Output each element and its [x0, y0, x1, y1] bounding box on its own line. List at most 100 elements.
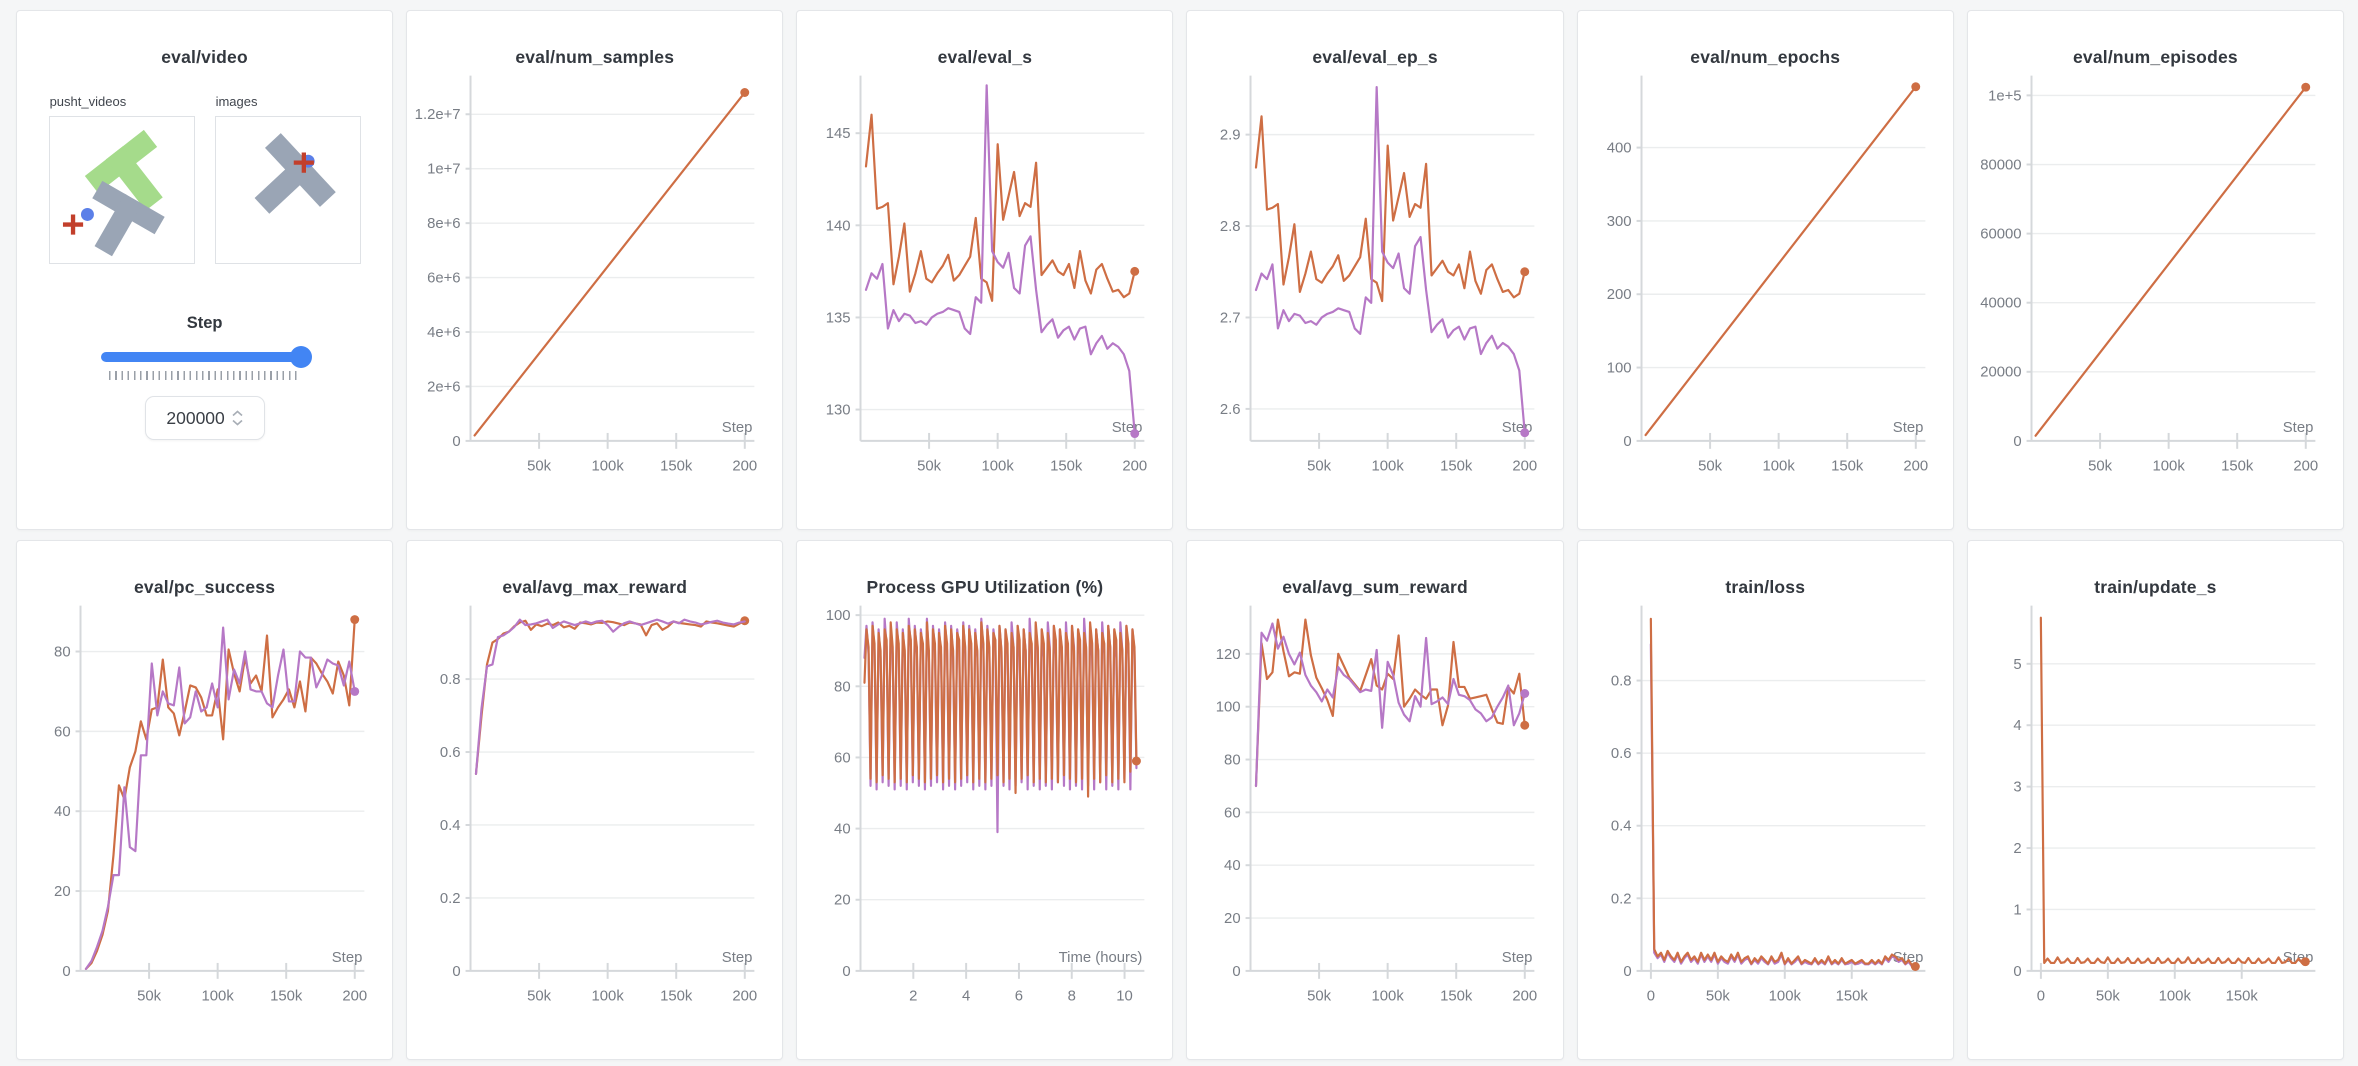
svg-text:60: 60 — [54, 724, 71, 740]
svg-text:80: 80 — [1225, 753, 1242, 769]
svg-text:40: 40 — [54, 804, 71, 820]
svg-text:50k: 50k — [1698, 459, 1723, 475]
svg-text:20: 20 — [834, 893, 851, 909]
svg-text:20: 20 — [54, 884, 71, 900]
panel-eval-avg-sum-reward: eval/avg_sum_reward 0 20 40 60 80 100 120 50k 10… — [1186, 540, 1564, 1060]
chart-train-loss[interactable]: 0 0.2 0.4 0.6 0.8 0 50k 100k 150k Step — [1578, 598, 1953, 1055]
chart-eval-avg-max-reward[interactable]: 0 0.2 0.4 0.6 0.8 50k 100k 150k 200 Step — [407, 598, 782, 1055]
svg-text:100k: 100k — [1372, 459, 1405, 475]
svg-text:0.4: 0.4 — [440, 818, 461, 834]
panel-train-update-s: train/update_s 0 1 2 3 4 5 0 50k 100k 150k Step — [1966, 540, 2344, 1060]
video-label: images — [215, 94, 258, 109]
svg-text:1: 1 — [2013, 902, 2021, 918]
svg-text:0: 0 — [452, 434, 460, 450]
svg-text:150k: 150k — [270, 989, 303, 1005]
svg-text:6e+6: 6e+6 — [427, 271, 461, 287]
chart-gpu-utilization[interactable]: 0 20 40 60 80 100 2 4 6 8 10 Time (hours) — [797, 598, 1172, 1055]
video-thumb-pusht: pusht_videos — [48, 94, 195, 264]
svg-text:0.8: 0.8 — [1611, 674, 1632, 690]
svg-text:100k: 100k — [1762, 459, 1795, 475]
svg-text:2.9: 2.9 — [1220, 128, 1241, 144]
chevron-up-icon[interactable] — [232, 410, 243, 417]
svg-text:200: 200 — [1123, 459, 1148, 475]
panel-gpu-utilization: Process GPU Utilization (%) 0 20 40 60 80 100… — [796, 540, 1174, 1060]
chart-eval-avg-sum-reward[interactable]: 0 20 40 60 80 100 120 50k 100k 150k 200 Step — [1187, 598, 1562, 1055]
svg-text:2: 2 — [910, 989, 918, 1005]
panel-grid: eval/video pusht_videos — [16, 10, 2344, 1060]
step-input-value[interactable]: 200000 — [166, 407, 225, 428]
video-preview-images[interactable] — [214, 116, 361, 264]
step-slider[interactable] — [100, 346, 312, 368]
chart-eval-num-samples[interactable]: 0 2e+6 4e+6 6e+6 8e+6 1e+7 1.2e+7 50k 100k 150k 20… — [407, 68, 782, 525]
svg-text:200: 200 — [1513, 459, 1538, 475]
svg-text:100k: 100k — [2158, 989, 2191, 1005]
svg-text:150k: 150k — [2225, 989, 2258, 1005]
panel-train-loss: train/loss 0 0.2 0.4 0.6 0.8 0 50k 100k 150k Step — [1576, 540, 1954, 1060]
svg-text:50k: 50k — [527, 989, 552, 1005]
svg-text:140: 140 — [826, 218, 851, 234]
svg-text:4: 4 — [962, 989, 970, 1005]
svg-text:150k: 150k — [1050, 459, 1083, 475]
svg-text:80: 80 — [54, 644, 71, 660]
panel-title: Process GPU Utilization (%) — [866, 577, 1104, 597]
step-slider-handle[interactable] — [289, 346, 312, 368]
chart-train-update-s[interactable]: 0 1 2 3 4 5 0 50k 100k 150k Step — [1968, 598, 2343, 1055]
svg-text:0: 0 — [843, 964, 851, 980]
svg-text:0: 0 — [2037, 989, 2045, 1005]
svg-text:10: 10 — [1117, 989, 1134, 1005]
svg-text:0: 0 — [62, 964, 70, 980]
svg-text:100k: 100k — [592, 459, 625, 475]
chart-eval-eval-s[interactable]: 130 135 140 145 50k 100k 150k 200 Step — [797, 68, 1172, 525]
video-thumb-images: images — [214, 94, 361, 264]
gray-t-shape — [91, 180, 165, 257]
svg-text:145: 145 — [826, 126, 851, 142]
svg-text:1.2e+7: 1.2e+7 — [415, 107, 461, 123]
panel-title: train/update_s — [2094, 577, 2217, 597]
video-thumbnails: pusht_videos — [17, 94, 392, 264]
svg-text:40: 40 — [1225, 858, 1242, 874]
svg-text:100k: 100k — [1768, 989, 1801, 1005]
svg-text:2: 2 — [2013, 841, 2021, 857]
svg-text:6: 6 — [1015, 989, 1023, 1005]
svg-text:150k: 150k — [660, 989, 693, 1005]
chevron-down-icon[interactable] — [232, 419, 243, 426]
svg-text:3: 3 — [2013, 780, 2021, 796]
svg-text:150k: 150k — [1441, 989, 1474, 1005]
chart-eval-pc-success[interactable]: 0 20 40 60 80 50k 100k 150k 200 Step — [17, 598, 392, 1055]
pusht-scene-image — [62, 129, 165, 257]
images-scene-image — [254, 133, 336, 214]
chart-eval-num-epochs[interactable]: 0 100 200 300 400 50k 100k 150k 200 Step — [1578, 68, 1953, 525]
svg-text:150k: 150k — [2221, 459, 2254, 475]
svg-text:60: 60 — [1225, 805, 1242, 821]
panel-title: eval/video — [161, 47, 248, 67]
svg-text:2.6: 2.6 — [1220, 402, 1241, 418]
video-preview-pusht[interactable] — [48, 116, 195, 264]
chart-eval-num-episodes[interactable]: 0 20000 40000 60000 80000 1e+5 50k 100k 150k 200 S… — [1968, 68, 2343, 525]
panel-title: eval/avg_sum_reward — [1282, 577, 1468, 597]
panel-title: train/loss — [1725, 577, 1806, 597]
svg-text:0.6: 0.6 — [440, 745, 461, 761]
svg-text:200: 200 — [1903, 459, 1928, 475]
svg-text:4: 4 — [2013, 718, 2021, 734]
svg-text:200: 200 — [1513, 989, 1538, 1005]
svg-text:40000: 40000 — [1980, 296, 2021, 312]
panel-eval-eval-s: eval/eval_s 130 135 140 145 50k 100k 150k 200 St… — [796, 10, 1174, 530]
chart-eval-eval-ep-s[interactable]: 2.6 2.7 2.8 2.9 50k 100k 150k 200 Step — [1187, 68, 1562, 525]
svg-text:135: 135 — [826, 310, 851, 326]
svg-text:20: 20 — [1225, 911, 1242, 927]
panel-title: eval/pc_success — [133, 577, 276, 597]
step-slider-track[interactable] — [100, 352, 309, 362]
svg-text:0.6: 0.6 — [1611, 746, 1632, 762]
svg-text:400: 400 — [1606, 141, 1631, 157]
svg-text:0: 0 — [1623, 434, 1631, 450]
svg-text:0: 0 — [1233, 964, 1241, 980]
svg-text:Step: Step — [1502, 950, 1533, 966]
svg-text:100k: 100k — [2152, 459, 2185, 475]
svg-text:200: 200 — [733, 459, 758, 475]
svg-text:50k: 50k — [137, 989, 162, 1005]
svg-text:Step: Step — [2283, 420, 2314, 436]
panel-title: eval/num_epochs — [1690, 47, 1841, 67]
panel-eval-pc-success: eval/pc_success 0 20 40 60 80 50k 100k 150k 200 S… — [16, 540, 394, 1060]
step-stepper[interactable] — [232, 410, 243, 426]
step-input[interactable]: 200000 — [144, 396, 265, 440]
